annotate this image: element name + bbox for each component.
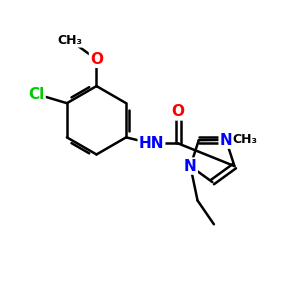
Text: CH₃: CH₃ xyxy=(232,133,258,146)
Text: HN: HN xyxy=(139,136,164,151)
Text: N: N xyxy=(220,133,232,148)
Text: O: O xyxy=(90,52,103,67)
Text: Cl: Cl xyxy=(28,87,45,102)
Text: O: O xyxy=(172,104,185,119)
Text: N: N xyxy=(184,159,197,174)
Text: CH₃: CH₃ xyxy=(57,34,82,46)
